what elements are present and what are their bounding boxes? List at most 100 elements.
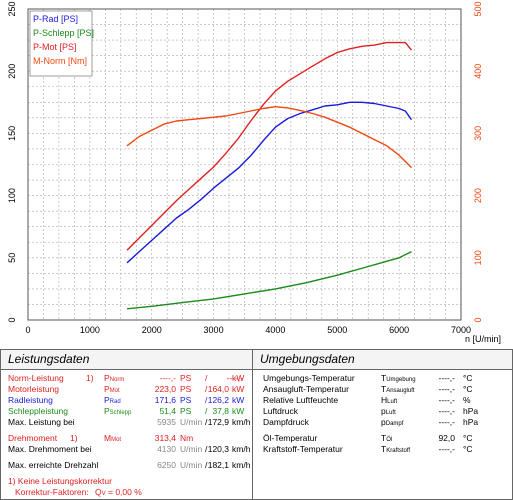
umgebungsdaten-title: Umgebungsdaten bbox=[253, 350, 512, 370]
rad-unit-kw: kW bbox=[232, 395, 245, 405]
drehmoment-label: Drehmoment bbox=[8, 433, 58, 443]
max-leistung-label: Max. Leistung bei bbox=[8, 417, 75, 427]
env-value: ----,- bbox=[438, 395, 455, 405]
max-drehmoment-sep: / bbox=[205, 444, 208, 454]
leistungsdaten-title: Leistungsdaten bbox=[1, 350, 252, 370]
footnote-korrektur-label: Korrektur-Faktoren: bbox=[15, 487, 89, 497]
env-label: Luftdruck bbox=[263, 406, 298, 416]
legend-box bbox=[29, 10, 93, 77]
env-value: ----,- bbox=[438, 373, 455, 383]
motor-unit-kw: kW bbox=[232, 384, 245, 394]
drehmoment-note: 1) bbox=[70, 433, 78, 443]
x-axis-ticks: 0 1000 2000 3000 4000 5000 6000 7000 bbox=[25, 325, 471, 335]
chart-grid bbox=[28, 9, 461, 320]
env-symbol: pLuft bbox=[381, 406, 396, 416]
power-chart: 0 50 100 150 200 250 0 100 200 300 400 500 0 1000 20… bbox=[7, 1, 502, 344]
footnote-keine-korrektur: 1) Keine Leistungskorrektur bbox=[8, 476, 112, 486]
leistungsdaten-panel: Leistungsdaten Norm-Leistung 1) PNorm --… bbox=[0, 349, 253, 500]
env-label: Ansaugluft-Temperatur bbox=[263, 384, 349, 394]
env-value: ----,- bbox=[438, 384, 455, 394]
schlepp-value-kw: 37,8 bbox=[212, 406, 229, 416]
left-tick-label: 100 bbox=[7, 188, 17, 203]
env-symbol: TKraftstoff bbox=[381, 444, 411, 454]
legend-entry-p-mot: P-Mot [PS] bbox=[33, 42, 77, 52]
max-leistung-rpm-unit: U/min bbox=[180, 417, 203, 427]
x-tick-label: 7000 bbox=[451, 325, 471, 335]
legend-entry-p-rad: P-Rad [PS] bbox=[33, 14, 78, 24]
legend-entry-m-norm: M-Norm [Nm] bbox=[33, 56, 87, 66]
drehmoment-unit: Nm bbox=[180, 433, 194, 443]
schlepp-symbol: PSchlepp bbox=[104, 406, 132, 416]
schlepp-unit-kw: kW bbox=[232, 406, 245, 416]
max-drehzahl-speed: 182,1 bbox=[207, 460, 229, 470]
drehmoment-value: 313,4 bbox=[154, 433, 176, 443]
left-tick-label: 50 bbox=[7, 253, 17, 263]
rad-symbol: PRad bbox=[104, 395, 121, 405]
rad-label: Radleistung bbox=[8, 395, 53, 405]
env-unit: °C bbox=[463, 444, 473, 454]
x-tick-label: 0 bbox=[25, 325, 30, 335]
chart-legend: P-Rad [PS] P-Schlepp [PS] P-Mot [PS] M-N… bbox=[29, 10, 94, 77]
left-tick-label: 150 bbox=[7, 126, 17, 141]
env-label: Umgebungs-Temperatur bbox=[263, 373, 355, 383]
right-tick-label: 200 bbox=[473, 188, 483, 203]
x-tick-label: 3000 bbox=[204, 325, 224, 335]
motor-value-kw: 164,0 bbox=[207, 384, 229, 394]
chart-series bbox=[126, 41, 413, 310]
max-leistung-speed: 172,9 bbox=[207, 417, 229, 427]
rad-value-ps: 171,6 bbox=[154, 395, 176, 405]
env-symbol: HLuft bbox=[381, 395, 398, 405]
norm-unit-kw: kW bbox=[232, 373, 245, 383]
footnote-korrektur-symbol: QV bbox=[95, 487, 106, 497]
right-tick-label: 100 bbox=[473, 250, 483, 265]
rad-value-kw: 126,2 bbox=[207, 395, 229, 405]
norm-symbol: PNorm bbox=[104, 373, 125, 383]
max-drehzahl-rpm: 6250 bbox=[157, 460, 176, 470]
x-tick-label: 5000 bbox=[327, 325, 347, 335]
max-drehmoment-label: Max. Drehmoment bei bbox=[8, 444, 92, 454]
env-value: ----,- bbox=[438, 417, 455, 427]
env-value: ----,- bbox=[438, 406, 455, 416]
max-drehmoment-rpm-unit: U/min bbox=[180, 444, 203, 454]
umgebungsdaten-panel: Umgebungsdaten Umgebungs-Temperatur TUmge… bbox=[253, 349, 513, 500]
env-symbol: TÖl bbox=[381, 433, 393, 443]
env-unit: % bbox=[463, 395, 471, 405]
max-leistung-speed-unit: km/h bbox=[232, 417, 251, 427]
left-tick-label: 250 bbox=[7, 1, 17, 16]
env-unit: °C bbox=[463, 433, 473, 443]
plot-frame bbox=[27, 8, 462, 321]
rad-sep: / bbox=[205, 395, 208, 405]
motor-value-ps: 223,0 bbox=[154, 384, 176, 394]
series-line-2 bbox=[126, 41, 413, 251]
motor-symbol: PMot bbox=[104, 384, 120, 394]
norm-note: 1) bbox=[86, 373, 94, 383]
env-unit: °C bbox=[463, 373, 473, 383]
drehmoment-symbol: MMot bbox=[104, 433, 122, 443]
max-drehzahl-rpm-unit: U/min bbox=[180, 460, 203, 470]
env-value: 92,0 bbox=[438, 433, 455, 443]
schlepp-value-ps: 51,4 bbox=[159, 406, 176, 416]
left-tick-label: 0 bbox=[7, 317, 17, 322]
env-label: Relative Luftfeuchte bbox=[263, 395, 339, 405]
motor-label: Motorleistung bbox=[8, 384, 60, 394]
norm-value-kw: ----,- bbox=[226, 373, 243, 383]
max-leistung-rpm: 5935 bbox=[157, 417, 176, 427]
rad-unit-ps: PS bbox=[180, 395, 192, 405]
env-label: Dampfdruck bbox=[263, 417, 309, 427]
left-tick-label: 200 bbox=[7, 64, 17, 79]
x-tick-label: 6000 bbox=[389, 325, 409, 335]
max-drehzahl-sep: / bbox=[205, 460, 208, 470]
max-drehzahl-speed-unit: km/h bbox=[232, 460, 251, 470]
max-drehmoment-speed: 120,3 bbox=[207, 444, 229, 454]
schlepp-sep: / bbox=[205, 406, 208, 416]
right-tick-label: 0 bbox=[473, 317, 483, 322]
right-tick-label: 400 bbox=[473, 64, 483, 79]
max-leistung-sep: / bbox=[205, 417, 208, 427]
legend-entry-p-schlepp: P-Schlepp [PS] bbox=[33, 28, 94, 38]
series-line-3 bbox=[126, 105, 412, 169]
right-tick-label: 500 bbox=[473, 1, 483, 16]
motor-unit-ps: PS bbox=[180, 384, 192, 394]
norm-unit-ps: PS bbox=[180, 373, 192, 383]
env-symbol: TAnsaugluft bbox=[381, 384, 415, 394]
left-axis-ticks: 0 50 100 150 200 250 bbox=[7, 1, 17, 322]
